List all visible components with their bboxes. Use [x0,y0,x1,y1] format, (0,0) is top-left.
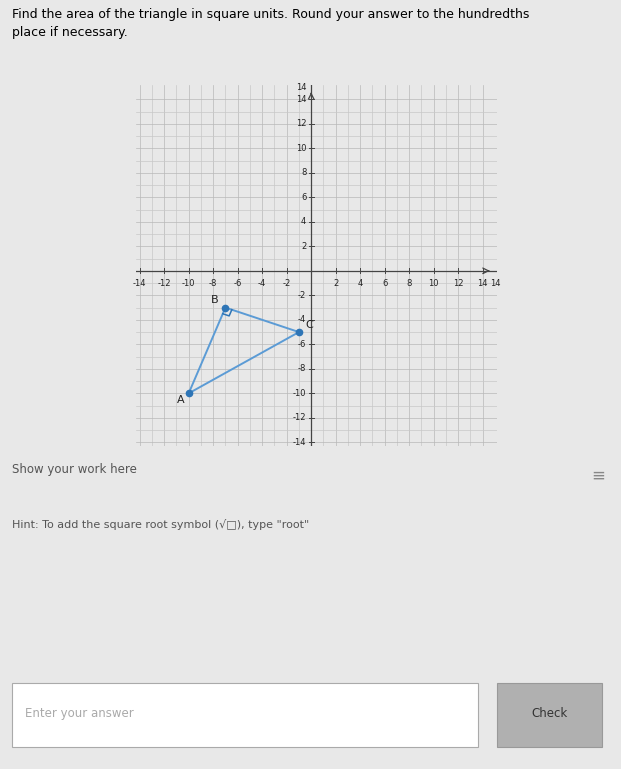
FancyBboxPatch shape [12,683,478,747]
Text: 8: 8 [301,168,306,178]
Text: -2: -2 [283,279,291,288]
Text: -12: -12 [292,414,306,422]
Text: 14: 14 [478,279,488,288]
Text: 12: 12 [453,279,463,288]
Text: -2: -2 [298,291,306,300]
Text: B: B [211,295,219,305]
Text: 4: 4 [358,279,363,288]
Text: A: A [176,395,184,405]
Text: -4: -4 [298,315,306,325]
Text: -8: -8 [298,365,306,373]
FancyBboxPatch shape [497,683,602,747]
Text: 14: 14 [296,82,306,92]
Text: -8: -8 [209,279,217,288]
Text: Check: Check [532,707,568,720]
Text: 14: 14 [490,279,501,288]
Text: 10: 10 [296,144,306,153]
Text: -4: -4 [258,279,266,288]
Text: -6: -6 [233,279,242,288]
Text: 6: 6 [301,193,306,201]
Text: 6: 6 [382,279,388,288]
Text: 12: 12 [296,119,306,128]
Text: -10: -10 [292,389,306,398]
Text: 2: 2 [301,241,306,251]
Text: -14: -14 [292,438,306,447]
Text: -6: -6 [298,340,306,349]
Text: Hint: To add the square root symbol (√□), type "root": Hint: To add the square root symbol (√□)… [12,518,310,530]
Text: 4: 4 [301,218,306,226]
Text: ≡: ≡ [592,467,605,484]
Text: 8: 8 [407,279,412,288]
Text: Find the area of the triangle in square units. Round your answer to the hundredt: Find the area of the triangle in square … [12,8,530,38]
Text: -14: -14 [133,279,147,288]
Text: Enter your answer: Enter your answer [25,707,134,720]
Text: 2: 2 [333,279,338,288]
Text: 10: 10 [428,279,439,288]
Text: 14: 14 [296,95,306,104]
Text: -10: -10 [182,279,196,288]
Text: -12: -12 [158,279,171,288]
Text: C: C [305,321,313,331]
Text: Show your work here: Show your work here [12,463,137,476]
